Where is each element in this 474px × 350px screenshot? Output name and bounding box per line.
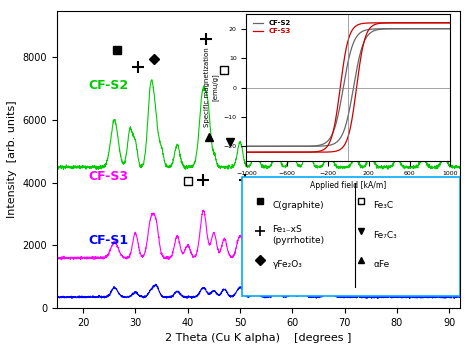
X-axis label: Applied field [kA/m]: Applied field [kA/m] — [310, 181, 386, 190]
Legend: CF-S2, CF-S3: CF-S2, CF-S3 — [250, 18, 294, 37]
Text: γFe₂O₃: γFe₂O₃ — [273, 260, 302, 270]
Text: CF-S1: CF-S1 — [88, 234, 128, 247]
FancyBboxPatch shape — [242, 177, 460, 296]
Text: CF-S3: CF-S3 — [88, 170, 128, 183]
Y-axis label: Specific magnetization
[emu/g]: Specific magnetization [emu/g] — [204, 48, 218, 127]
Text: C(graphite): C(graphite) — [273, 201, 324, 210]
Text: Fe₃C: Fe₃C — [373, 201, 393, 210]
Y-axis label: Intensity  [arb. units]: Intensity [arb. units] — [7, 100, 17, 218]
Text: Fe₁₋xS
(pyrrhotite): Fe₁₋xS (pyrrhotite) — [273, 225, 325, 245]
Text: αFe: αFe — [373, 260, 390, 270]
X-axis label: 2 Theta (Cu K alpha)    [degrees ]: 2 Theta (Cu K alpha) [degrees ] — [165, 333, 352, 343]
Text: Fe₇C₃: Fe₇C₃ — [373, 231, 397, 240]
Text: CF-S2: CF-S2 — [88, 79, 128, 92]
